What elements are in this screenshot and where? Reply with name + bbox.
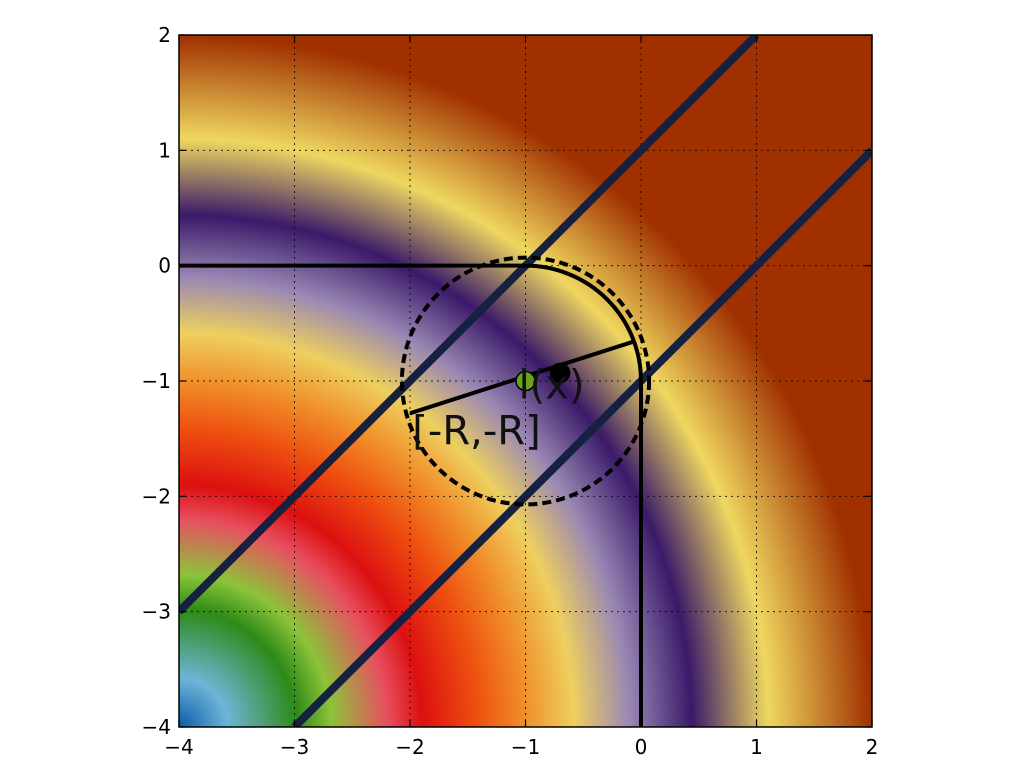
diagonal-line	[291, 147, 872, 727]
x-tick-label: −4	[164, 735, 193, 759]
data-point	[549, 362, 571, 384]
x-tick-label: −3	[280, 735, 309, 759]
x-tick-label: 1	[750, 735, 763, 759]
dashed-circle	[399, 255, 652, 507]
y-tick-label: 1	[158, 138, 171, 162]
boundary-arc	[525, 263, 643, 382]
y-tick-label: −1	[142, 369, 171, 393]
annotation-label: [-R,-R]	[412, 408, 540, 454]
y-tick-label: −2	[142, 484, 171, 508]
annotation-label: l(x)	[519, 362, 585, 408]
x-tick-label: −2	[395, 735, 424, 759]
data-point	[515, 370, 536, 392]
y-tick-label: −3	[142, 600, 171, 624]
axis-ticks: −4 −3 −2 −1 0 1 2 −4 −3 −2 −1 0 1 2	[142, 23, 879, 759]
x-tick-label: 0	[635, 735, 648, 759]
y-tick-label: −4	[142, 715, 171, 739]
chart-marks: l(x)[-R,-R]	[179, 35, 872, 727]
x-tick-label: 2	[866, 735, 879, 759]
x-tick-label: −1	[511, 735, 540, 759]
y-tick-label: 0	[158, 254, 171, 278]
diagonal-line	[179, 35, 760, 615]
y-tick-label: 2	[158, 23, 171, 47]
